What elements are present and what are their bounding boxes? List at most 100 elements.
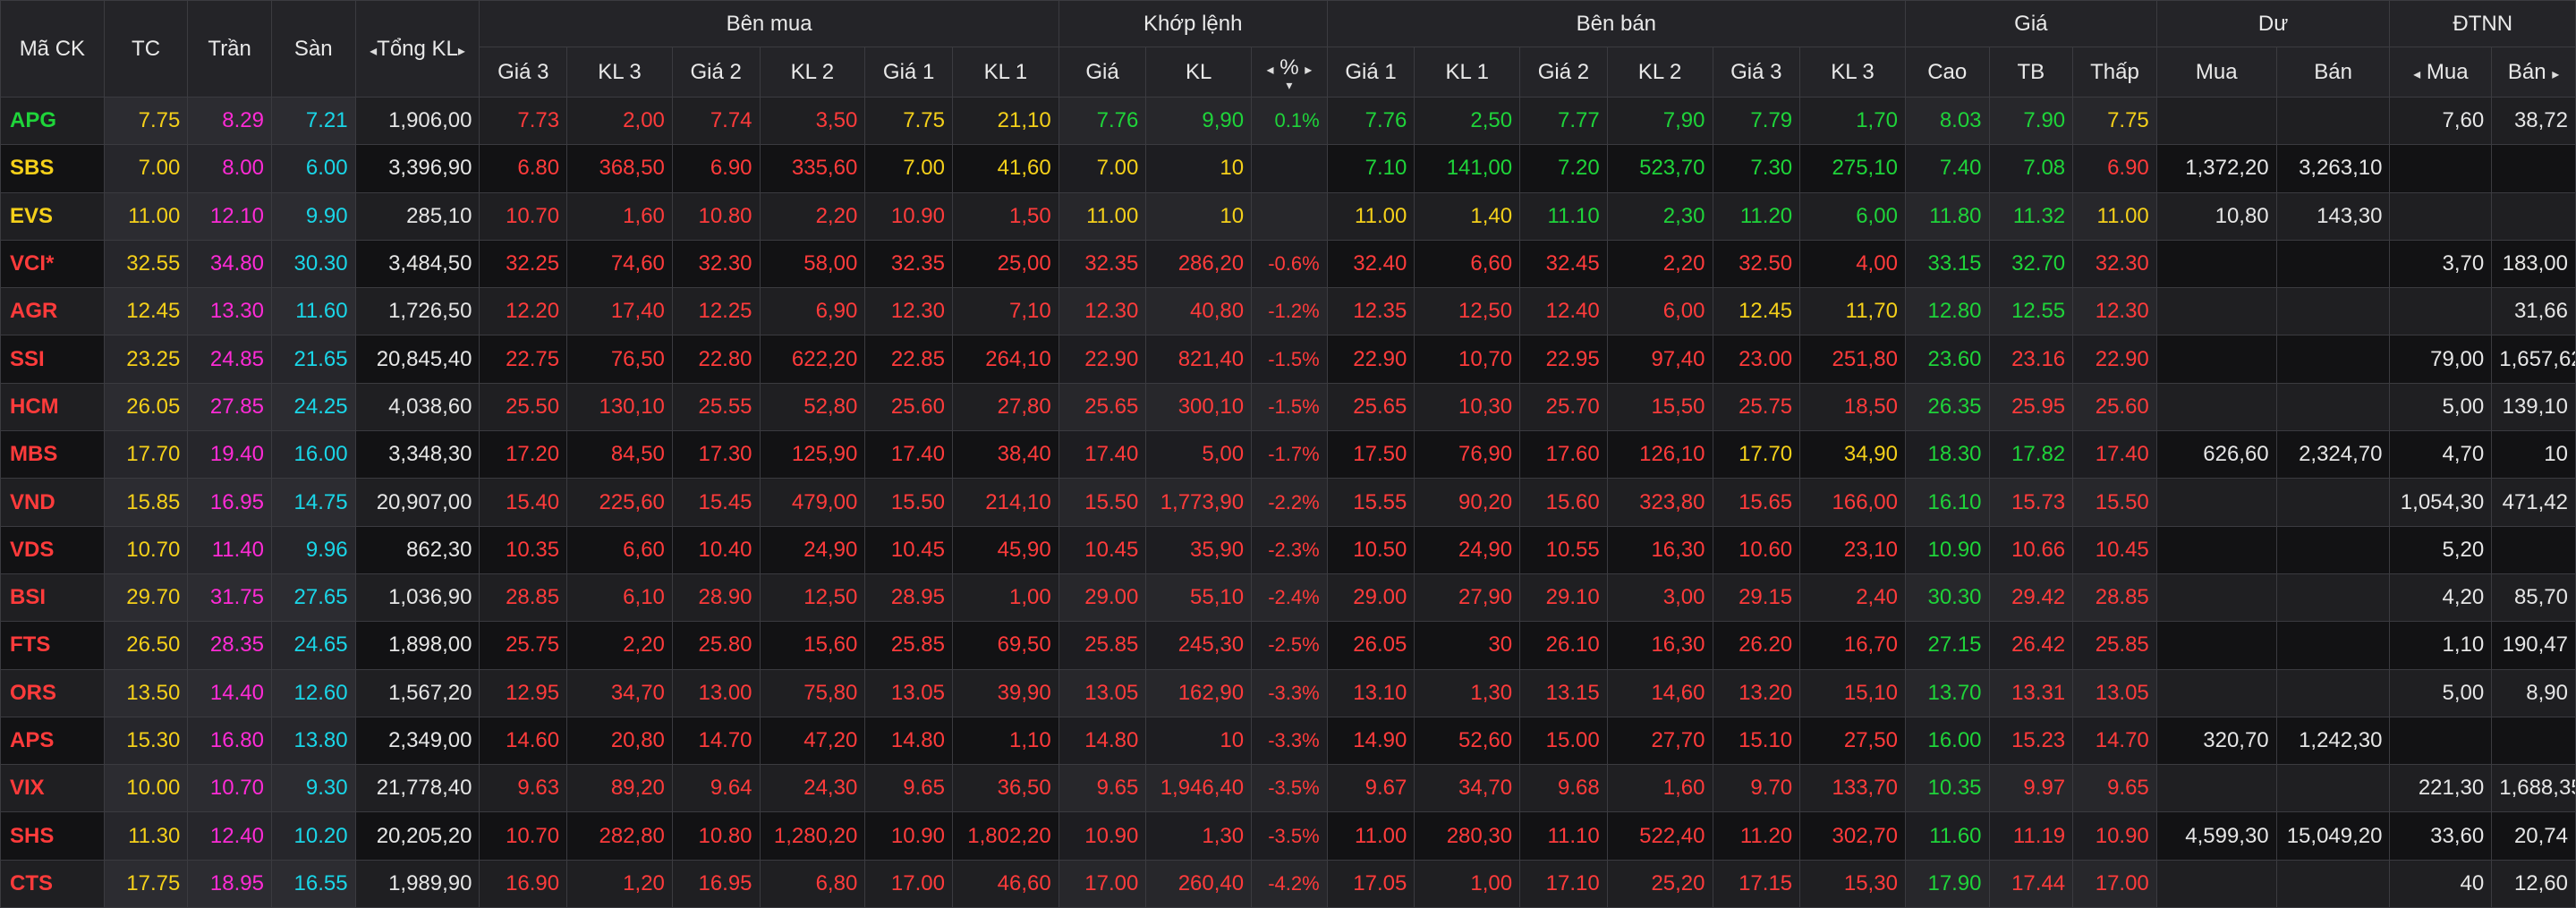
cell-sell: 17.60 (1519, 430, 1608, 479)
col-sell-price3[interactable]: Giá 3 (1712, 47, 1801, 98)
col-ref[interactable]: TC (103, 0, 189, 98)
col-foreign-buy[interactable]: ◂ Mua (2389, 47, 2493, 98)
table-row[interactable]: FTS 26.50 28.35 24.65 1,898,00 25.75 2,20 25.80… (0, 621, 2576, 670)
col-balance-buy[interactable]: Mua (2155, 47, 2277, 98)
cell-sell: 34,70 (1414, 764, 1521, 813)
cell-sell: 22.90 (1326, 335, 1416, 384)
cell-symbol[interactable]: SHS (0, 811, 105, 861)
col-symbol[interactable]: Mã CK (0, 0, 105, 98)
cell-price: 17.82 (1988, 430, 2074, 479)
col-balance-sell[interactable]: Bán (2275, 47, 2391, 98)
cell-buy: 41,60 (951, 144, 1059, 193)
col-sell-price1[interactable]: Giá 1 (1326, 47, 1416, 98)
col-sell-vol2[interactable]: KL 2 (1606, 47, 1713, 98)
col-sell-price2[interactable]: Giá 2 (1519, 47, 1608, 98)
col-sell-vol3[interactable]: KL 3 (1799, 47, 1906, 98)
table-row[interactable]: APS 15.30 16.80 13.80 2,349,00 14.60 20,80 14.7… (0, 716, 2576, 766)
cell-symbol[interactable]: VIX (0, 764, 105, 813)
cell-match: 162,90 (1145, 668, 1253, 717)
cell-ref: 15.30 (103, 716, 189, 766)
table-row[interactable]: VND 15.85 16.95 14.75 20,907,00 15.40 225,60 15… (0, 478, 2576, 527)
cell-sell: 26.20 (1712, 621, 1801, 670)
col-floor[interactable]: Sàn (270, 0, 356, 98)
cell-symbol[interactable]: VND (0, 478, 105, 527)
table-row[interactable]: HCM 26.05 27.85 24.25 4,038,60 25.50 130,10 25.… (0, 382, 2576, 432)
table-row[interactable]: VIX 10.00 10.70 9.30 21,778,40 9.63 89,20 9.64 2… (0, 764, 2576, 813)
cell-price: 12.55 (1988, 287, 2074, 336)
cell-symbol[interactable]: MBS (0, 430, 105, 479)
table-row[interactable]: SHS 11.30 12.40 10.20 20,205,20 10.70 282,80 10… (0, 811, 2576, 861)
cell-total-volume: 20,907,00 (354, 478, 480, 527)
cell-symbol[interactable]: AGR (0, 287, 105, 336)
cell-balance (2275, 859, 2391, 908)
arrow-right-icon[interactable]: ▸ (2552, 66, 2560, 82)
cell-match: 29.00 (1058, 573, 1147, 623)
col-buy-vol2[interactable]: KL 2 (759, 47, 866, 98)
cell-price: 28.85 (2072, 573, 2157, 623)
cell-buy: 14.60 (479, 716, 568, 766)
col-buy-vol1[interactable]: KL 1 (951, 47, 1059, 98)
cell-symbol[interactable]: HCM (0, 382, 105, 432)
col-high[interactable]: Cao (1904, 47, 1990, 98)
cell-sell: 90,20 (1414, 478, 1521, 527)
cell-total-volume: 21,778,40 (354, 764, 480, 813)
cell-symbol[interactable]: VCI* (0, 239, 105, 289)
table-row[interactable]: SBS 7.00 8.00 6.00 3,396,90 6.80 368,50 6.90 335… (0, 144, 2576, 193)
cell-price: 13.31 (1988, 668, 2074, 717)
sort-desc-icon[interactable]: ▾ (1286, 77, 1293, 92)
arrow-left-icon[interactable]: ◂ (370, 43, 378, 59)
cell-symbol[interactable]: ORS (0, 668, 105, 717)
table-row[interactable]: ORS 13.50 14.40 12.60 1,567,20 12.95 34,70 13.0… (0, 668, 2576, 717)
table-row[interactable]: AGR 12.45 13.30 11.60 1,726,50 12.20 17,40 12.2… (0, 287, 2576, 336)
arrow-left-icon[interactable]: ◂ (1266, 62, 1274, 78)
table-row[interactable]: BSI 29.70 31.75 27.65 1,036,90 28.85 6,10 28.90… (0, 573, 2576, 623)
col-match-price[interactable]: Giá (1058, 47, 1147, 98)
col-foreign-sell[interactable]: Bán ▸ (2491, 47, 2576, 98)
col-buy-vol3[interactable]: KL 3 (566, 47, 673, 98)
cell-floor: 9.30 (270, 764, 356, 813)
arrow-left-icon[interactable]: ◂ (2413, 66, 2421, 82)
col-match-pct[interactable]: ◂ % ▸ ▾ (1251, 47, 1328, 98)
cell-buy: 12.95 (479, 668, 568, 717)
cell-balance (2155, 573, 2277, 623)
table-body: APG 7.75 8.29 7.21 1,906,00 7.73 2,00 7.74 3,50 7… (0, 96, 2576, 908)
cell-symbol[interactable]: BSI (0, 573, 105, 623)
cell-symbol[interactable]: APS (0, 716, 105, 766)
cell-sell: 7.10 (1326, 144, 1416, 193)
table-row[interactable]: SSI 23.25 24.85 21.65 20,845,40 22.75 76,50 22.… (0, 335, 2576, 384)
cell-buy: 28.85 (479, 573, 568, 623)
cell-sell: 32.40 (1326, 239, 1416, 289)
table-row[interactable]: VCI* 32.55 34.80 30.30 3,484,50 32.25 74,60 32.… (0, 239, 2576, 289)
col-ceil[interactable]: Trần (187, 0, 272, 98)
cell-symbol[interactable]: EVS (0, 191, 105, 241)
cell-sell: 2,20 (1606, 239, 1713, 289)
col-buy-price2[interactable]: Giá 2 (671, 47, 761, 98)
arrow-right-icon[interactable]: ▸ (457, 43, 465, 59)
col-low[interactable]: Thấp (2072, 47, 2157, 98)
table-row[interactable]: CTS 17.75 18.95 16.55 1,989,90 16.90 1,20 16.95… (0, 859, 2576, 908)
col-match-vol[interactable]: KL (1145, 47, 1253, 98)
table-row[interactable]: EVS 11.00 12.10 9.90 285,10 10.70 1,60 10.80 2,2… (0, 191, 2576, 241)
cell-symbol[interactable]: SBS (0, 144, 105, 193)
cell-buy: 10.80 (671, 191, 761, 241)
col-buy-price1[interactable]: Giá 1 (864, 47, 953, 98)
cell-balance (2275, 335, 2391, 384)
cell-symbol[interactable]: APG (0, 96, 105, 146)
table-row[interactable]: APG 7.75 8.29 7.21 1,906,00 7.73 2,00 7.74 3,50 7… (0, 96, 2576, 146)
cell-symbol[interactable]: SSI (0, 335, 105, 384)
cell-symbol[interactable]: FTS (0, 621, 105, 670)
cell-symbol[interactable]: VDS (0, 525, 105, 574)
cell-total-volume: 1,989,90 (354, 859, 480, 908)
cell-sell: 23.00 (1712, 335, 1801, 384)
table-row[interactable]: MBS 17.70 19.40 16.00 3,348,30 17.20 84,50 17.3… (0, 430, 2576, 479)
cell-match: 32.35 (1058, 239, 1147, 289)
col-buy-price3[interactable]: Giá 3 (479, 47, 568, 98)
arrow-right-icon[interactable]: ▸ (1305, 62, 1313, 78)
table-row[interactable]: VDS 10.70 11.40 9.96 862,30 10.35 6,60 10.40 24,… (0, 525, 2576, 574)
col-sell-vol1[interactable]: KL 1 (1414, 47, 1521, 98)
col-avg[interactable]: TB (1988, 47, 2074, 98)
cell-total-volume: 20,845,40 (354, 335, 480, 384)
cell-symbol[interactable]: CTS (0, 859, 105, 908)
col-total-volume[interactable]: ◂Tổng KL▸ (354, 0, 480, 98)
cell-total-volume: 3,484,50 (354, 239, 480, 289)
